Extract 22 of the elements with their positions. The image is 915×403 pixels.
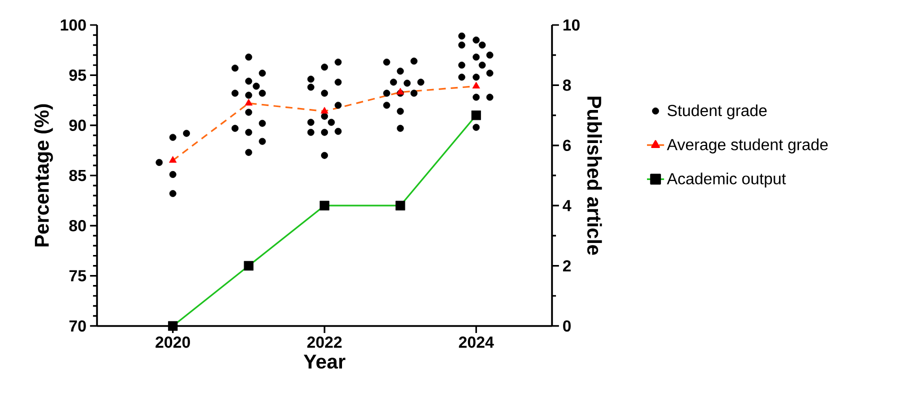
y-tick-label: 70 <box>69 320 86 332</box>
y-tick-label: 85 <box>69 170 86 182</box>
legend-label: Average student grade <box>666 138 828 154</box>
y2-tick-label: 4 <box>562 200 572 212</box>
x-tick-label: 2022 <box>307 336 342 348</box>
y2-tick-label: 10 <box>563 19 580 31</box>
y-axis-title: Percentage (%) <box>34 104 53 246</box>
y2-tick-label: 2 <box>563 260 571 272</box>
x-tick-label: 2024 <box>458 336 494 348</box>
y-tick-label: 80 <box>69 220 86 232</box>
y-tick-label: 75 <box>69 270 86 282</box>
y2-tick-label: 6 <box>563 140 571 152</box>
legend-label: Student grade <box>668 104 767 120</box>
x-axis-title: Year <box>304 354 346 369</box>
y-tick-label: 90 <box>69 120 86 131</box>
y2-tick-label: 8 <box>562 80 571 91</box>
y-tick-label: 95 <box>69 70 86 81</box>
legend-label: Academic output <box>666 172 786 188</box>
x-tick-label: 2020 <box>156 336 190 348</box>
y-tick-label: 100 <box>60 19 86 31</box>
y2-axis-title: Published article <box>587 96 602 255</box>
y2-tick-label: 0 <box>563 320 571 332</box>
